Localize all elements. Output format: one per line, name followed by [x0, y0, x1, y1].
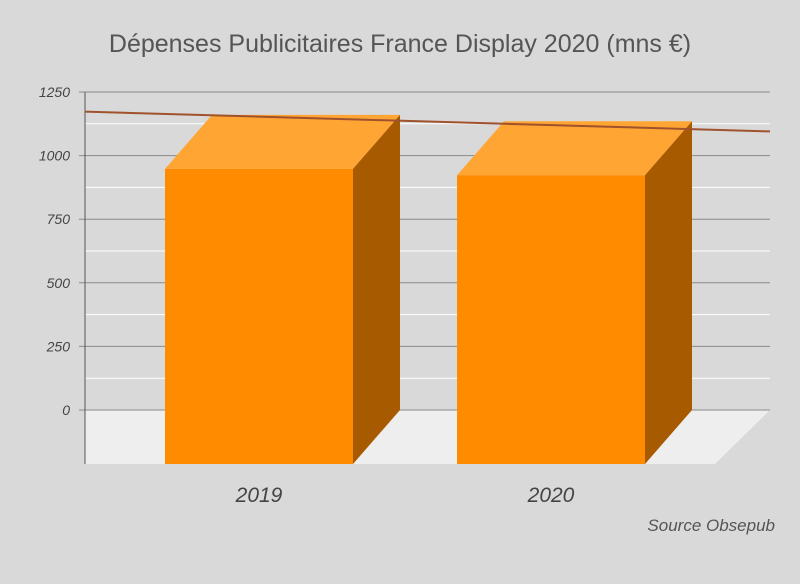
bar-front-face	[165, 168, 353, 464]
chart-source: Source Obsepub	[647, 516, 775, 535]
bar-2020	[457, 121, 692, 465]
bar-2019	[165, 114, 400, 465]
y-tick-label: 1250	[39, 84, 70, 100]
y-tick-label: 750	[47, 211, 71, 227]
y-axis-ticks: 1250 1000 750 500 250 0	[39, 84, 70, 418]
y-tick-label: 250	[46, 338, 71, 354]
x-category-label: 2020	[527, 484, 575, 507]
x-category-label: 2019	[235, 484, 283, 507]
bar-side-face	[353, 114, 400, 465]
y-tick-label: 500	[47, 275, 71, 291]
bar-side-face	[645, 121, 692, 465]
y-tick-label: 0	[62, 402, 70, 418]
chart-title: Dépenses Publicitaires France Display 20…	[108, 30, 692, 58]
bar-front-face	[457, 175, 645, 465]
trend-line	[84, 110, 771, 133]
bar-top-face	[457, 121, 692, 176]
y-tick-label: 1000	[39, 148, 70, 164]
bar-top-face	[165, 114, 400, 169]
bars	[165, 114, 692, 465]
x-axis-labels: 2019 2020	[235, 484, 575, 507]
